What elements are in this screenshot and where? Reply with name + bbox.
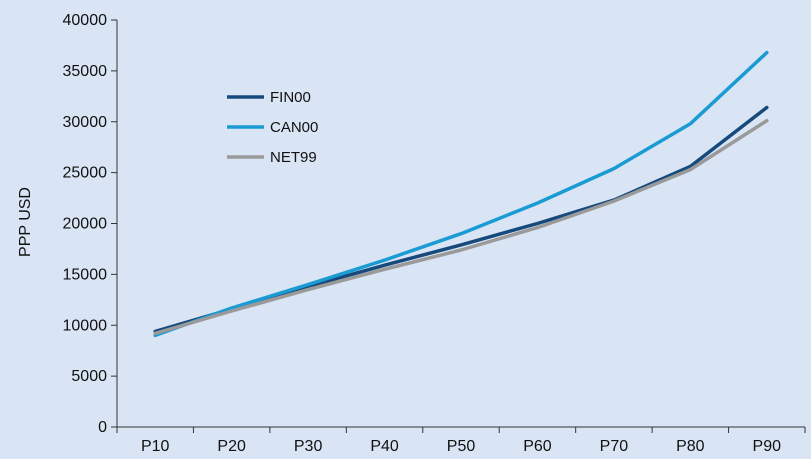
- series-line-fin00: [153, 105, 769, 334]
- legend-label-fin00: FIN00: [270, 89, 311, 106]
- x-tick-label: P80: [676, 438, 705, 455]
- y-tick-label: 30000: [63, 114, 108, 131]
- legend-label-can00: CAN00: [270, 119, 318, 136]
- y-tick-label: 20000: [63, 216, 108, 233]
- y-axis-title: PPP USD: [17, 187, 34, 257]
- y-tick-label: 15000: [63, 266, 108, 283]
- x-tick-label: P50: [447, 438, 476, 455]
- x-tick-label: P60: [523, 438, 552, 455]
- y-tick-label: 25000: [63, 165, 108, 182]
- y-tick-label: 35000: [63, 63, 108, 80]
- x-tick-label: P10: [141, 438, 170, 455]
- y-tick-label: 40000: [63, 12, 108, 29]
- x-tick-label: P40: [370, 438, 399, 455]
- x-tick-label: P90: [753, 438, 782, 455]
- series-line-can00: [153, 50, 769, 338]
- legend-label-net99: NET99: [270, 149, 317, 166]
- y-tick-label: 5000: [71, 368, 107, 385]
- x-tick-label: P70: [600, 438, 629, 455]
- y-tick-label: 10000: [63, 317, 108, 334]
- y-tick-label: 0: [98, 419, 107, 436]
- x-tick-label: P30: [294, 438, 323, 455]
- x-tick-label: P20: [217, 438, 246, 455]
- series-line-net99: [153, 118, 769, 336]
